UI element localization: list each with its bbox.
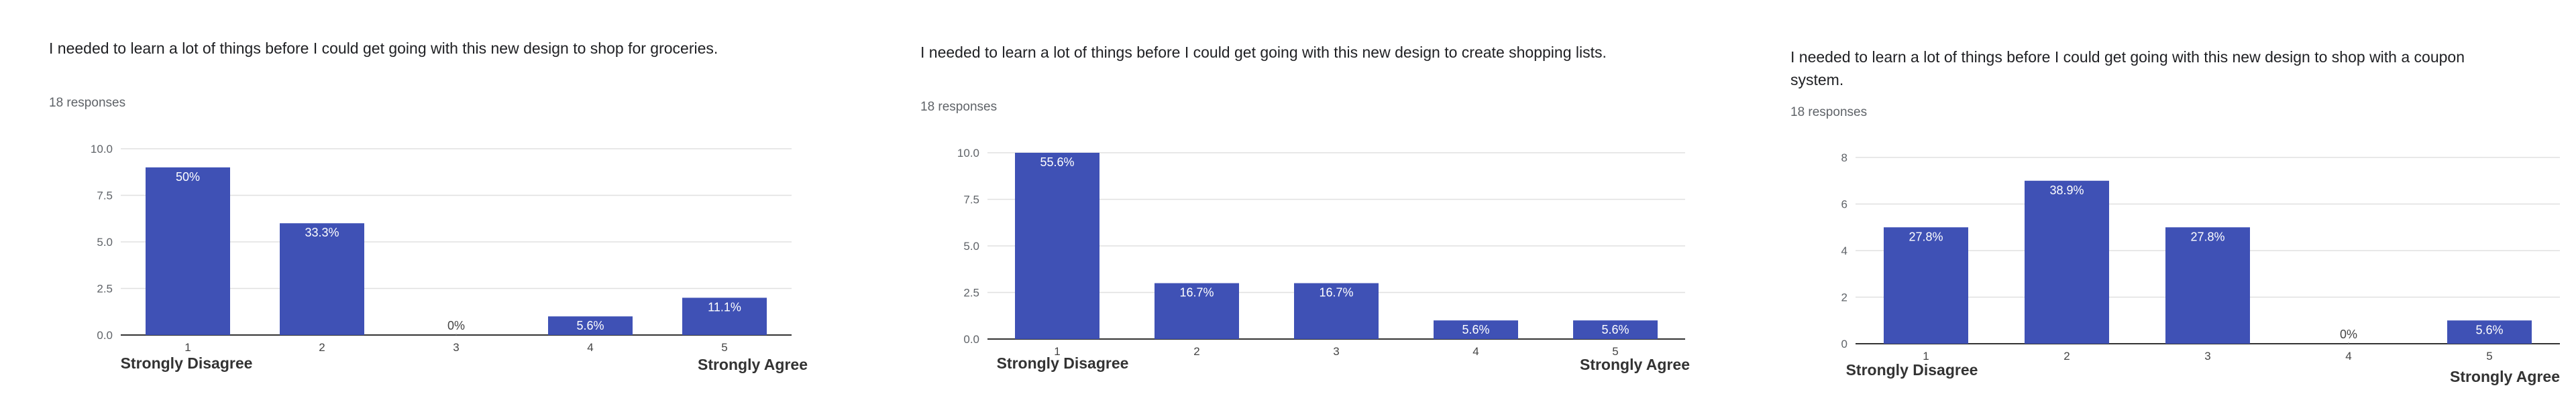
y-tick-label: 7.5 <box>963 194 979 206</box>
data-label: 27.8% <box>2190 230 2224 243</box>
question-panel-3: I needed to learn a lot of things before… <box>1751 0 2576 398</box>
y-tick-label: 8 <box>1841 151 1847 164</box>
bar <box>1573 320 1658 339</box>
y-tick-label: 7.5 <box>97 190 113 202</box>
data-label: 16.7% <box>1179 286 1214 300</box>
y-tick-label: 5.0 <box>97 236 113 249</box>
scale-high-label: Strongly Agree <box>698 356 808 373</box>
scale-high-label: Strongly Agree <box>1580 356 1690 373</box>
x-tick-label: 3 <box>453 341 459 354</box>
data-label: 5.6% <box>2475 323 2503 336</box>
x-tick-label: 1 <box>184 341 191 354</box>
x-tick-label: 1 <box>1923 350 1929 362</box>
y-tick-label: 6 <box>1841 198 1847 211</box>
question-title: I needed to learn a lot of things before… <box>920 44 1607 61</box>
x-tick-label: 4 <box>2345 350 2351 362</box>
data-label: 5.6% <box>576 319 604 332</box>
data-label: 11.1% <box>708 300 741 314</box>
bar <box>1155 283 1239 339</box>
y-tick-label: 0.0 <box>963 333 979 346</box>
y-tick-label: 2.5 <box>963 287 979 300</box>
bar <box>2025 180 2109 344</box>
data-label: 55.6% <box>1040 155 1074 169</box>
data-label: 33.3% <box>305 226 339 239</box>
bar <box>280 223 364 335</box>
scale-low-label: Strongly Disagree <box>121 354 253 372</box>
bar <box>548 316 633 335</box>
x-tick-label: 4 <box>1472 345 1479 358</box>
x-tick-label: 4 <box>587 341 593 354</box>
bar <box>1294 283 1379 339</box>
question-panel-2: I needed to learn a lot of things before… <box>872 0 1704 398</box>
bar-chart-1: 0.0 2.5 5.0 7.5 10.0 50% 1 33.3% 2 0% 3 5.6% 4 11.1% 5… <box>91 143 808 373</box>
data-label: 0% <box>447 319 465 332</box>
y-tick-label: 10.0 <box>91 143 113 155</box>
response-count: 18 responses <box>920 100 998 114</box>
question-panel-1: I needed to learn a lot of things before… <box>0 0 859 398</box>
data-label: 50% <box>176 170 200 184</box>
question-title: I needed to learn a lot of things before… <box>1790 48 2465 88</box>
x-tick-label: 2 <box>2063 350 2070 362</box>
x-tick-label: 3 <box>1333 345 1339 358</box>
y-tick-label: 10.0 <box>957 147 979 159</box>
bar-chart-2: 0.02.55.07.510.055.6%116.7%216.7%35.6%45… <box>957 147 1690 373</box>
y-tick-label: 4 <box>1841 245 1847 257</box>
x-tick-label: 3 <box>2204 350 2210 362</box>
bar <box>682 297 767 335</box>
response-count: 18 responses <box>49 96 126 110</box>
bar <box>146 167 230 335</box>
x-tick-label: 5 <box>2486 350 2492 362</box>
x-tick-label: 2 <box>319 341 325 354</box>
data-label: 5.6% <box>1601 323 1629 336</box>
scale-low-label: Strongly Disagree <box>1846 361 1978 379</box>
x-tick-label: 2 <box>1193 345 1199 358</box>
y-tick-label: 5.0 <box>963 240 979 253</box>
y-tick-label: 2.5 <box>97 283 113 295</box>
data-label: 27.8% <box>1909 230 1943 243</box>
bar <box>1884 227 1968 344</box>
bar-chart-3: 0 2 4 6 8 27.8% 1 38.9% 2 27.8% 3 0% 4 5.6% 5 Strongly … <box>1841 151 2560 385</box>
y-tick-label: 2 <box>1841 291 1847 304</box>
question-title: I needed to learn a lot of things before… <box>49 40 718 57</box>
data-label: 5.6% <box>1462 323 1489 336</box>
x-tick-label: 1 <box>1054 345 1060 358</box>
bar <box>1015 153 1099 339</box>
bar <box>2165 227 2250 344</box>
x-tick-label: 5 <box>721 341 727 354</box>
scale-high-label: Strongly Agree <box>2450 368 2560 385</box>
bar <box>2447 320 2532 344</box>
data-label: 38.9% <box>2049 184 2084 197</box>
bar <box>1434 320 1518 339</box>
data-label: 16.7% <box>1319 286 1353 300</box>
scale-low-label: Strongly Disagree <box>997 354 1129 372</box>
response-count: 18 responses <box>1790 105 1868 119</box>
y-tick-label: 0.0 <box>97 329 113 342</box>
x-tick-label: 5 <box>1612 345 1618 358</box>
data-label: 0% <box>2340 328 2357 341</box>
y-tick-label: 0 <box>1841 338 1847 350</box>
